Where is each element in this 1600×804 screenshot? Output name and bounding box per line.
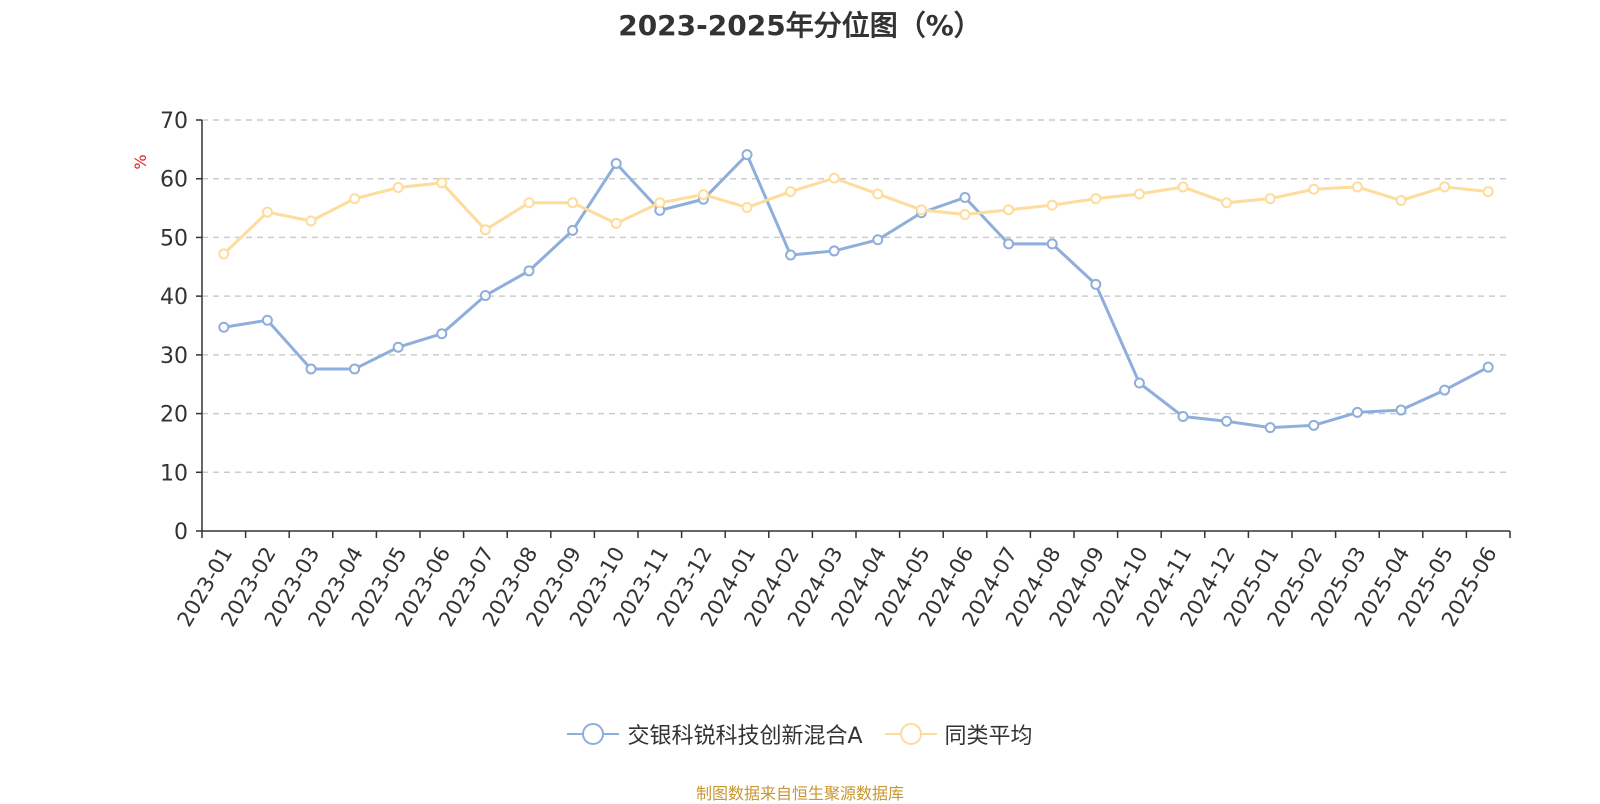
series-line [223,153,1489,430]
data-point[interactable] [654,197,666,209]
data-point[interactable] [436,177,448,189]
axes: 0102030405060702023-012023-022023-032023… [160,109,1511,631]
data-point[interactable] [1264,193,1276,205]
data-point[interactable] [785,249,797,261]
y-tick-label: 0 [174,520,188,545]
data-point[interactable] [1090,278,1102,290]
data-point[interactable] [610,217,622,229]
circle-line-icon [567,723,620,745]
y-tick-label: 20 [160,403,188,428]
data-point[interactable] [1395,194,1407,206]
data-point[interactable] [1351,181,1363,193]
y-tick-label: 30 [160,344,188,369]
data-point[interactable] [1003,204,1015,216]
legend: 交银科锐科技创新混合A 同类平均 [0,718,1600,750]
legend-item-fund[interactable]: 交银科锐科技创新混合A [567,718,863,750]
data-point[interactable] [1264,422,1276,434]
data-point[interactable] [1090,193,1102,205]
data-point[interactable] [1439,181,1451,193]
data-point[interactable] [1439,384,1451,396]
data-point[interactable] [1177,411,1189,423]
series-0 [218,149,1494,434]
data-point[interactable] [436,328,448,340]
data-point[interactable] [392,341,404,353]
data-point[interactable] [1221,415,1233,427]
series-lines [218,149,1494,434]
data-point[interactable] [1003,238,1015,250]
data-point[interactable] [1177,181,1189,193]
data-point[interactable] [828,245,840,257]
data-point[interactable] [261,314,273,326]
data-point[interactable] [1221,197,1233,209]
legend-label-average: 同类平均 [944,724,1033,749]
data-point[interactable] [1482,186,1494,198]
series-line [222,176,1489,255]
data-point[interactable] [567,197,579,209]
data-point[interactable] [610,157,622,169]
y-tick-label: 10 [160,461,188,486]
data-point[interactable] [697,189,709,201]
data-point[interactable] [1133,377,1145,389]
data-point[interactable] [915,204,927,216]
data-point[interactable] [567,224,579,236]
data-point[interactable] [523,265,535,277]
circle-line-icon [884,723,937,745]
data-point[interactable] [1308,419,1320,431]
legend-item-average[interactable]: 同类平均 [884,718,1033,750]
data-point[interactable] [872,234,884,246]
data-point[interactable] [305,363,317,375]
data-point[interactable] [959,192,971,204]
data-point[interactable] [1133,188,1145,200]
y-tick-label: 40 [160,285,188,310]
data-point[interactable] [741,149,753,161]
data-point[interactable] [523,197,535,209]
data-point[interactable] [349,193,361,205]
y-tick-label: 60 [160,168,188,193]
y-tick-label: 50 [160,226,188,251]
data-point[interactable] [1482,361,1494,373]
data-point[interactable] [349,363,361,375]
series-1 [218,172,1494,260]
y-tick-label: 70 [160,109,188,134]
data-point[interactable] [1308,183,1320,195]
data-point[interactable] [785,186,797,198]
data-point[interactable] [218,321,230,333]
chart-title: 2023-2025年分位图（%） [618,9,982,42]
data-point[interactable] [479,290,491,302]
data-point[interactable] [392,182,404,194]
data-point[interactable] [872,188,884,200]
data-point[interactable] [1046,238,1058,250]
data-point[interactable] [261,206,273,218]
data-point[interactable] [479,224,491,236]
data-point[interactable] [959,209,971,221]
data-point[interactable] [305,215,317,227]
data-point[interactable] [1046,199,1058,211]
data-point[interactable] [828,172,840,184]
source-note: 制图数据来自恒生聚源数据库 [695,784,904,803]
legend-label-fund: 交银科锐科技创新混合A [627,724,863,749]
y-axis-label: % [131,154,150,169]
data-point[interactable] [1351,406,1363,418]
data-point[interactable] [1395,404,1407,416]
grid-lines [202,119,1510,474]
data-point[interactable] [741,201,753,213]
data-point[interactable] [218,248,230,260]
